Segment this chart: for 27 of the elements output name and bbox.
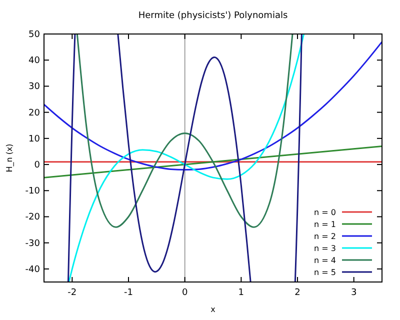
y-axis-title: H_n (x) [5,144,14,172]
y-tick-label: -40 [25,264,40,275]
x-tick-label: 0 [182,288,188,298]
x-tick-label: 3 [350,288,357,298]
legend-label: n = 0 [314,208,336,217]
y-tick-label: 30 [28,82,40,92]
legend-label: n = 5 [314,268,336,277]
legend-label: n = 4 [314,256,336,265]
x-tick-label: 1 [238,288,244,298]
y-tick-label: -30 [25,238,40,249]
y-tick-label: 50 [28,30,40,40]
line-series [44,41,382,170]
y-tick-label: -20 [25,212,40,223]
x-tick-label: 2 [294,288,300,298]
x-axis-title: x [210,305,216,314]
y-tick-label: 40 [28,56,40,66]
x-tick-label: -2 [68,288,77,298]
legend-label: n = 2 [314,232,336,241]
x-tick-label: -1 [124,288,133,298]
y-tick-label: 0 [34,160,40,171]
y-tick-label: 20 [28,108,40,118]
y-tick-label: 10 [28,134,40,144]
legend-label: n = 1 [314,220,336,229]
y-tick-label: -10 [25,186,40,197]
line-series [76,34,294,228]
legend-label: n = 3 [314,244,336,253]
chart-title: Hermite (physicists') Polynomials [138,11,288,21]
